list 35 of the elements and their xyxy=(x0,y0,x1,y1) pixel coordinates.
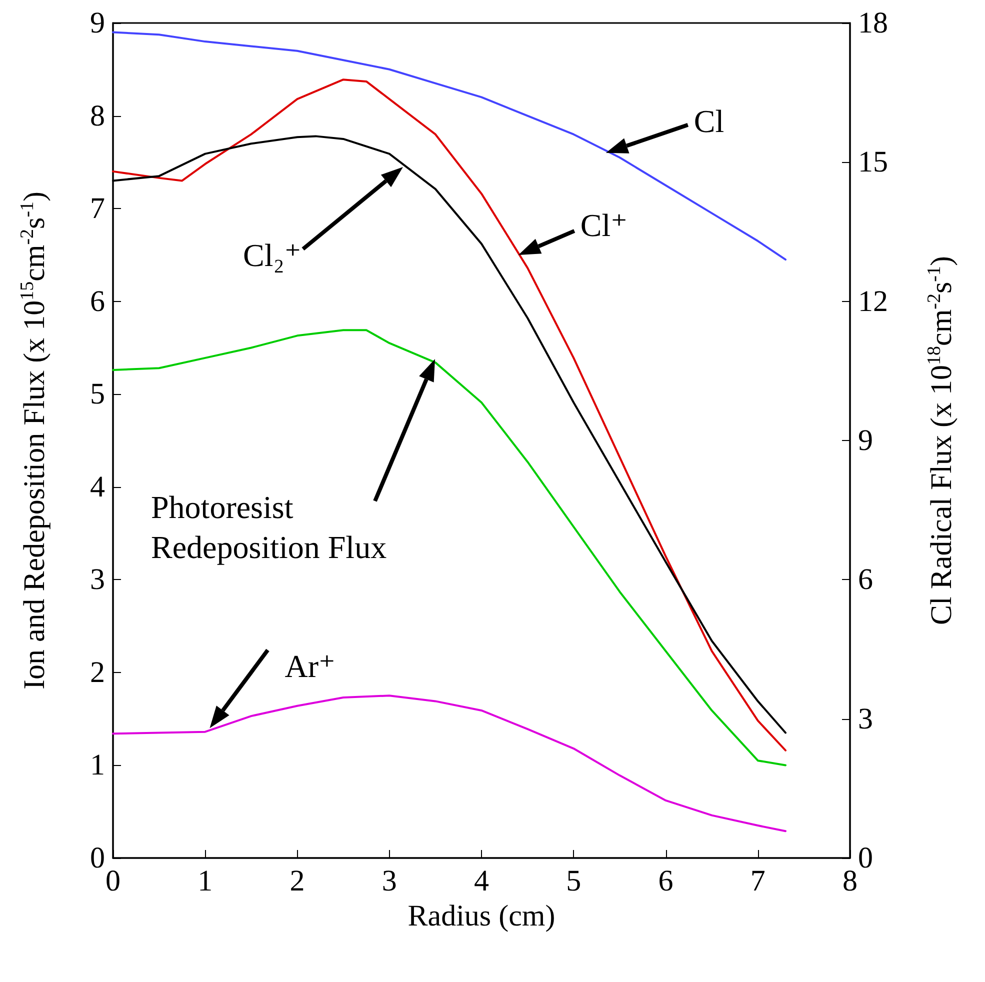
y-tick-label: 8 xyxy=(90,99,105,132)
y2-tick-label: 0 xyxy=(858,842,873,874)
y2-tick-label: 6 xyxy=(858,563,873,596)
y-tick-label: 7 xyxy=(90,192,105,226)
y-axis-title: Ion and Redeposition Flux (x 1015cm-2s-1) xyxy=(17,191,51,690)
annotation: Ar⁺ xyxy=(284,648,336,684)
annotation: Cl xyxy=(694,102,724,139)
y-tick-label: 9 xyxy=(90,6,105,40)
annotation: Cl₂⁺ xyxy=(243,237,302,273)
line-series xyxy=(112,329,787,766)
y2-tick-label: 15 xyxy=(858,146,888,179)
x-axis-title: Radius (cm) xyxy=(408,899,556,932)
y-tick-label: 1 xyxy=(90,748,105,782)
y-tick-label: 2 xyxy=(90,656,105,689)
y2-tick-label: 3 xyxy=(858,702,873,736)
x-tick-label: 4 xyxy=(474,864,489,898)
y-tick-label: 5 xyxy=(90,378,105,411)
x-tick-label: 1 xyxy=(198,864,213,898)
y2-tick-label: 12 xyxy=(858,284,888,318)
y-tick-label: 3 xyxy=(90,563,105,596)
x-tick-label: 8 xyxy=(842,864,858,898)
annotation: Photoresist Redeposition Flux xyxy=(151,489,387,565)
x-tick-label: 5 xyxy=(566,864,582,898)
y-tick-label: 0 xyxy=(90,842,105,874)
y2-tick-label: 9 xyxy=(858,424,873,457)
y2-tick-label: 18 xyxy=(858,6,888,40)
x-tick-label: 7 xyxy=(750,864,766,898)
annotation: Cl⁺ xyxy=(580,206,628,243)
y-tick-label: 6 xyxy=(90,284,105,318)
y-tick-label: 4 xyxy=(90,470,105,504)
y2-axis-title: Cl Radical Flux (x 1018cm-2s-1) xyxy=(924,256,958,625)
line-series xyxy=(112,694,787,832)
x-tick-label: 6 xyxy=(658,864,674,898)
x-tick-label: 2 xyxy=(290,864,305,898)
x-tick-label: 3 xyxy=(382,864,397,898)
